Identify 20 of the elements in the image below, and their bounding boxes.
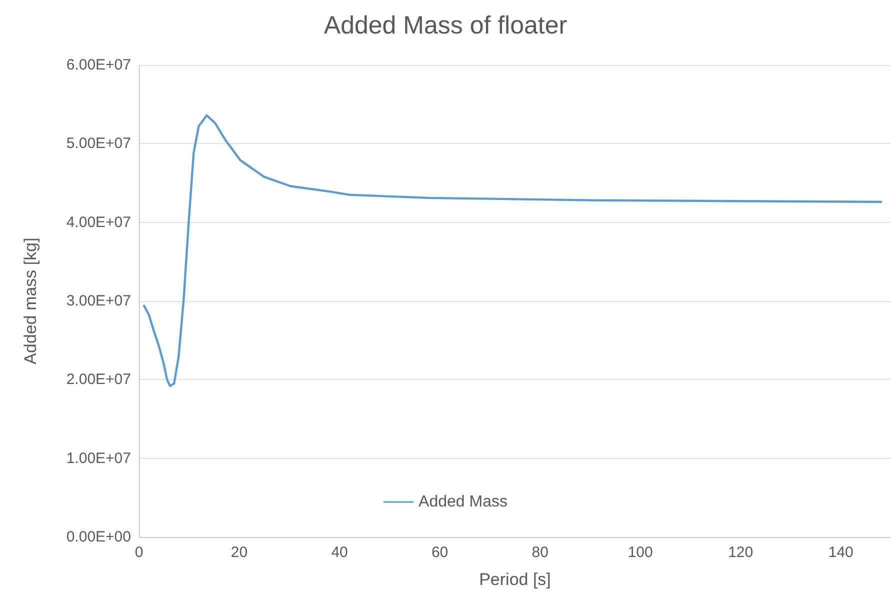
x-tick-label: 120 bbox=[728, 544, 754, 561]
x-tick-label: 100 bbox=[628, 544, 653, 561]
chart-title: Added Mass of floater bbox=[324, 12, 568, 40]
y-axis-title: Added mass [kg] bbox=[21, 238, 40, 364]
x-tick-label: 60 bbox=[431, 544, 448, 561]
y-tick-label: 0.00E+00 bbox=[66, 528, 131, 546]
y-tick-label: 3.00E+07 bbox=[66, 292, 131, 310]
x-tick-label: 20 bbox=[230, 544, 248, 561]
y-tick-label: 2.00E+07 bbox=[66, 371, 131, 388]
x-axis-title: Period [s] bbox=[479, 570, 551, 589]
y-tick-label: 4.00E+07 bbox=[66, 214, 131, 231]
legend-label: Added Mass bbox=[418, 494, 508, 510]
x-tick-label: 80 bbox=[532, 544, 548, 561]
y-tick-label: 6.00E+07 bbox=[66, 56, 131, 74]
y-tick-label: 1.00E+07 bbox=[66, 450, 131, 467]
x-tick-label: 40 bbox=[331, 544, 348, 561]
y-tick-label: 5.00E+07 bbox=[66, 135, 131, 152]
line-series bbox=[142, 114, 882, 388]
x-tick-label: 0 bbox=[134, 544, 144, 561]
x-tick-label: 140 bbox=[828, 544, 854, 561]
